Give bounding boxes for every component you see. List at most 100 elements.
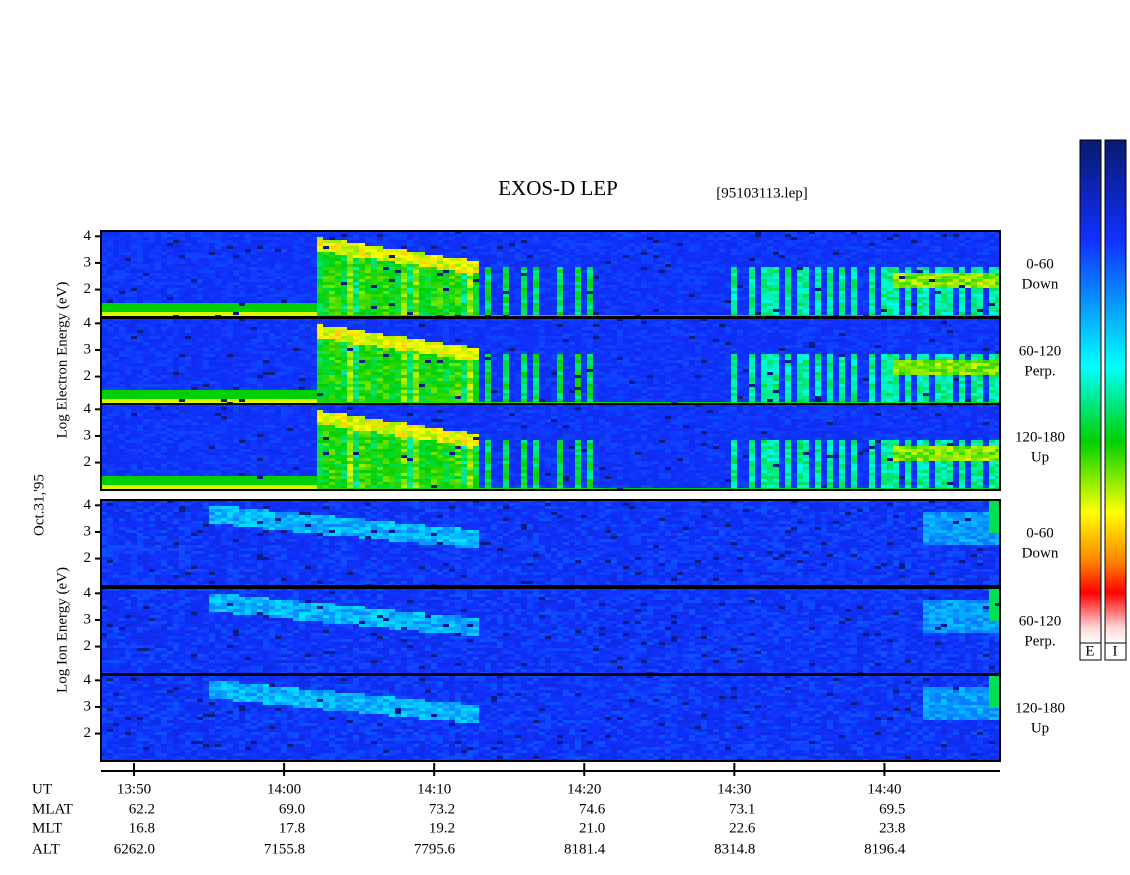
spectrogram-cell — [431, 258, 437, 261]
spectrogram-cell — [623, 291, 629, 294]
spectrogram-cell — [101, 393, 107, 396]
spectrogram-cell — [815, 261, 821, 264]
spectrogram-cell — [125, 351, 131, 354]
spectrogram-cell — [107, 291, 113, 294]
spectrogram-cell — [923, 306, 929, 309]
spectrogram-cell — [929, 261, 935, 264]
spectrogram-cell — [119, 360, 125, 363]
spectrogram-cell — [623, 270, 629, 273]
spectrogram-cell — [611, 261, 617, 264]
spectrogram-cell — [191, 378, 197, 381]
spectrogram-cell — [125, 375, 131, 378]
spectrogram-cell — [887, 291, 893, 294]
spectrogram-cell — [929, 240, 935, 243]
spectrogram-cell — [839, 279, 845, 282]
spectrogram-cell — [923, 267, 929, 270]
spectrogram-cell — [521, 303, 527, 306]
spectrogram-cell — [233, 258, 239, 261]
spectrogram-cell — [251, 270, 257, 273]
spectrogram-cell — [215, 261, 221, 264]
spectrogram-cell — [653, 291, 659, 294]
spectrogram-cell — [737, 312, 743, 315]
spectrogram-cell — [161, 321, 167, 324]
spectrogram-cell — [731, 246, 737, 249]
spectrogram-cell — [209, 261, 215, 264]
spectrogram-cell — [839, 309, 845, 312]
spectrogram-cell — [701, 270, 707, 273]
spectrogram-cell — [785, 294, 791, 297]
spectrogram-cell — [191, 354, 197, 357]
spectrogram-cell — [329, 267, 335, 270]
spectrogram-cell — [209, 393, 215, 396]
spectrogram-cell — [155, 372, 161, 375]
spectrogram-cell — [815, 285, 821, 288]
spectrogram-cell — [113, 312, 119, 315]
spectrogram-cell — [773, 312, 779, 315]
spectrogram-cell — [293, 288, 299, 291]
spectrogram-cell — [149, 384, 155, 387]
spectrogram-cell — [455, 231, 461, 234]
spectrogram-cell — [203, 375, 209, 378]
spectrogram-cell — [101, 339, 107, 342]
spectrogram-cell — [323, 234, 329, 237]
spectrogram-cell — [335, 237, 341, 240]
spectrogram-cell — [635, 291, 641, 294]
spectrogram-cell — [353, 246, 359, 249]
spectrogram-cell — [341, 309, 347, 312]
spectrogram-cell — [683, 258, 689, 261]
spectrogram-cell — [209, 360, 215, 363]
spectrogram-cell — [839, 288, 845, 291]
spectrogram-cell — [467, 279, 473, 282]
spectrogram-cell — [659, 267, 665, 270]
spectrogram-cell — [365, 246, 371, 249]
spectrogram-cell — [473, 237, 479, 240]
spectrogram-cell — [893, 234, 899, 237]
spectrogram-cell — [425, 291, 431, 294]
spectrogram-cell — [143, 252, 149, 255]
spectrogram-cell — [593, 276, 599, 279]
spectrogram-cell — [929, 237, 935, 240]
spectrogram-cell — [125, 333, 131, 336]
spectrogram-cell — [527, 276, 533, 279]
spectrogram-cell — [911, 255, 917, 258]
spectrogram-cell — [311, 267, 317, 270]
spectrogram-cell — [839, 270, 845, 273]
spectrogram-cell — [179, 303, 185, 306]
spectrogram-cell — [689, 306, 695, 309]
spectrogram-cell — [197, 279, 203, 282]
spectrogram-cell — [953, 249, 959, 252]
spectrogram-cell — [161, 258, 167, 261]
spectrogram-cell — [269, 279, 275, 282]
spectrogram-cell — [221, 381, 227, 384]
spectrogram-cell — [821, 276, 827, 279]
spectrogram-cell — [197, 264, 203, 267]
spectrogram-cell — [683, 312, 689, 315]
spectrogram-cell — [899, 270, 905, 273]
spectrogram-cell — [665, 276, 671, 279]
spectrogram-cell — [707, 237, 713, 240]
spectrogram-cell — [113, 240, 119, 243]
spectrogram-cell — [587, 279, 593, 282]
spectrogram-cell — [905, 255, 911, 258]
spectrogram-cell — [791, 279, 797, 282]
spectrogram-cell — [443, 297, 449, 300]
spectrogram-cell — [365, 309, 371, 312]
spectrogram-cell — [191, 330, 197, 333]
spectrogram-cell — [305, 279, 311, 282]
spectrogram-cell — [227, 246, 233, 249]
spectrogram-cell — [347, 258, 353, 261]
spectrogram-cell — [137, 291, 143, 294]
spectrogram-cell — [875, 234, 881, 237]
spectrogram-cell — [947, 300, 953, 303]
spectrogram-cell — [251, 273, 257, 276]
spectrogram-cell — [401, 240, 407, 243]
spectrogram-cell — [401, 279, 407, 282]
spectrogram-cell — [557, 246, 563, 249]
spectrogram-cell — [689, 300, 695, 303]
spectrogram-cell — [701, 252, 707, 255]
spectrogram-cell — [269, 288, 275, 291]
spectrogram-cell — [833, 273, 839, 276]
spectrogram-cell — [155, 324, 161, 327]
spectrogram-cell — [263, 303, 269, 306]
spectrogram-cell — [413, 267, 419, 270]
